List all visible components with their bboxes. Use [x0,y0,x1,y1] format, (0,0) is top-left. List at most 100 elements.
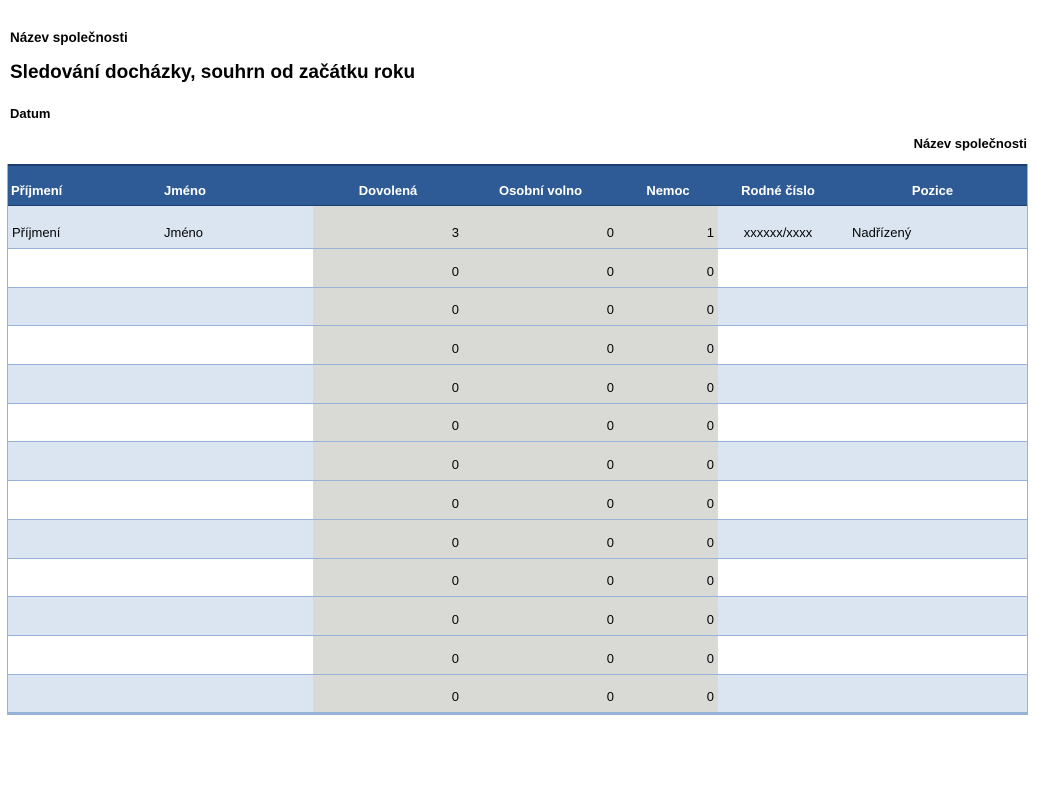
cell-dovolena[interactable]: 0 [313,635,463,674]
cell-osobni-volno[interactable]: 0 [463,635,618,674]
cell-prijmeni[interactable] [8,442,159,480]
cell-osobni-volno[interactable]: 0 [463,674,618,713]
cell-osobni-volno[interactable]: 0 [463,206,618,248]
cell-dovolena[interactable]: 0 [313,674,463,713]
cell-rodne-cislo[interactable] [718,326,838,364]
cell-nemoc[interactable]: 0 [618,442,718,481]
cell-jmeno[interactable] [159,288,313,326]
cell-nemoc[interactable]: 0 [618,597,718,635]
cell-pozice[interactable] [838,288,1027,326]
cell-rodne-cislo[interactable] [718,636,838,674]
cell-jmeno[interactable] [159,365,313,403]
cell-dovolena[interactable]: 0 [313,326,463,365]
cell-nemoc[interactable]: 0 [618,403,718,442]
cell-pozice[interactable] [838,365,1027,403]
cell-nemoc[interactable]: 0 [618,326,718,365]
cell-nemoc[interactable]: 0 [618,249,718,287]
cell-osobni-volno[interactable]: 0 [463,249,618,287]
cell-pozice[interactable] [838,404,1027,442]
cell-jmeno[interactable] [159,636,313,674]
cell-rodne-cislo[interactable] [718,481,838,519]
cell-dovolena[interactable]: 0 [313,442,463,481]
cell-prijmeni[interactable] [8,404,159,442]
cell-dovolena[interactable]: 0 [313,249,463,287]
cell-pozice[interactable]: Nadřízený [852,225,912,240]
column-header-osobni-volno: Osobní volno [498,183,583,198]
cell-osobni-volno[interactable]: 0 [463,326,618,365]
cell-rodne-cislo[interactable] [718,520,838,558]
cell-jmeno[interactable] [159,404,313,442]
cell-nemoc[interactable]: 0 [618,519,718,558]
cell-jmeno[interactable] [159,597,313,635]
cell-jmeno[interactable] [159,249,313,287]
cell-nemoc[interactable]: 0 [618,558,718,597]
cell-pozice[interactable] [838,559,1027,597]
cell-jmeno[interactable] [159,326,313,364]
cell-osobni-volno[interactable]: 0 [463,519,618,558]
cell-rodne-cislo[interactable] [718,288,838,326]
column-header-jmeno: Jméno [164,183,206,198]
cell-prijmeni[interactable] [8,481,159,519]
cell-osobni-volno[interactable]: 0 [463,403,618,442]
cell-prijmeni[interactable] [8,365,159,403]
cell-rodne-cislo[interactable] [718,559,838,597]
cell-prijmeni[interactable] [8,597,159,635]
cell-nemoc[interactable]: 0 [618,365,718,403]
cell-osobni-volno[interactable]: 0 [463,365,618,403]
column-header-pozice: Pozice [911,183,954,198]
cell-nemoc[interactable]: 1 [618,206,718,248]
cell-jmeno[interactable] [159,675,313,713]
cell-pozice[interactable] [838,249,1027,287]
cell-rodne-cislo[interactable] [718,675,838,713]
cell-dovolena[interactable]: 0 [313,519,463,558]
cell-rodne-cislo[interactable] [718,442,838,480]
cell-dovolena[interactable]: 0 [313,287,463,326]
cell-pozice[interactable] [838,636,1027,674]
cell-prijmeni[interactable] [8,675,159,713]
cell-jmeno[interactable] [159,481,313,519]
cell-osobni-volno[interactable]: 0 [463,558,618,597]
cell-jmeno[interactable] [159,559,313,597]
cell-rodne-cislo[interactable] [718,365,838,403]
cell-dovolena[interactable]: 0 [313,365,463,403]
cell-nemoc[interactable]: 0 [618,674,718,713]
cell-pozice[interactable] [838,326,1027,364]
cell-pozice[interactable] [838,481,1027,519]
cell-rodne-cislo[interactable] [718,597,838,635]
cell-prijmeni[interactable] [8,636,159,674]
cell-jmeno[interactable] [159,442,313,480]
column-header-nemoc: Nemoc [646,183,690,198]
attendance-summary-table: Příjmení Jméno Dovolená Osobní volno Nem… [7,164,1028,716]
cell-prijmeni[interactable] [8,288,159,326]
cell-dovolena[interactable]: 0 [313,481,463,519]
cell-dovolena[interactable]: 0 [313,597,463,635]
cell-nemoc[interactable]: 0 [618,481,718,519]
cell-nemoc[interactable]: 0 [618,287,718,326]
cell-rodne-cislo[interactable]: xxxxxx/xxxx [743,225,813,240]
cell-prijmeni[interactable]: Příjmení [12,225,61,240]
cell-prijmeni[interactable] [8,559,159,597]
cell-pozice[interactable] [838,520,1027,558]
cell-osobni-volno[interactable]: 0 [463,287,618,326]
cell-dovolena[interactable]: 0 [313,403,463,442]
cell-jmeno[interactable] [159,520,313,558]
cell-pozice[interactable] [838,675,1027,713]
cell-pozice[interactable] [838,597,1027,635]
company-name-label: Název společnosti [10,30,128,45]
cell-rodne-cislo[interactable] [718,249,838,287]
cell-osobni-volno[interactable]: 0 [463,597,618,635]
cell-rodne-cislo[interactable] [718,404,838,442]
cell-prijmeni[interactable] [8,249,159,287]
cell-prijmeni[interactable] [8,326,159,364]
cell-jmeno[interactable]: Jméno [164,225,204,240]
cell-prijmeni[interactable] [8,520,159,558]
cell-pozice[interactable] [838,442,1027,480]
cell-osobni-volno[interactable]: 0 [463,442,618,481]
cell-dovolena[interactable]: 3 [313,206,463,248]
cell-osobni-volno[interactable]: 0 [463,481,618,519]
cell-dovolena[interactable]: 0 [313,558,463,597]
cell-nemoc[interactable]: 0 [618,635,718,674]
